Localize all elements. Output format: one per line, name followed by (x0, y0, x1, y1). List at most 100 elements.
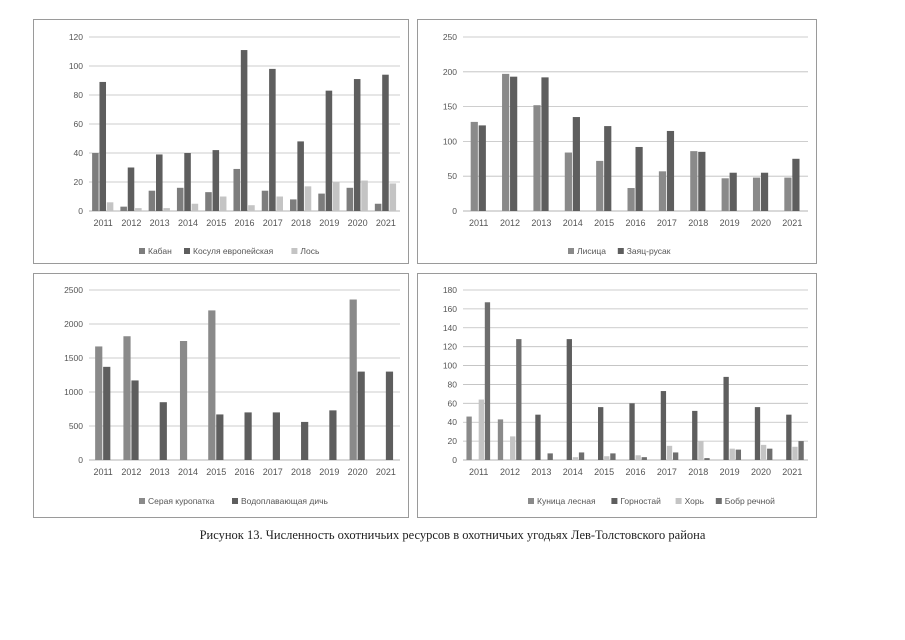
chart-panel-ungulates: 0 20 40 60 80 100 120 2011 2012 2013 2014 2015 2016 2… (33, 19, 409, 264)
bar (290, 199, 297, 211)
chart-panel-fox-hare: 0 50 100 150 200 250 2011 2012 2013 2014 2015 2016 2… (417, 19, 817, 264)
bar (704, 458, 710, 460)
y-tick-label: 180 (443, 285, 457, 295)
x-tick-label: 2017 (263, 218, 283, 228)
bar (272, 412, 280, 460)
y-tick-label: 60 (74, 119, 84, 129)
bar (382, 74, 389, 211)
bar (135, 208, 142, 211)
y-tick-label: 50 (448, 171, 458, 181)
y-tick-label: 20 (448, 436, 458, 446)
x-tick-label: 2015 (594, 218, 614, 228)
bar (208, 310, 216, 460)
y-tick-label: 100 (443, 361, 457, 371)
bar (658, 171, 667, 211)
bar (276, 196, 283, 211)
legend-swatch (184, 248, 190, 254)
bar (610, 453, 616, 460)
y-tick-label: 2000 (64, 319, 83, 329)
y-tick-label: 40 (448, 417, 458, 427)
bar (572, 457, 579, 460)
bar (767, 448, 773, 460)
x-tick-label: 2013 (531, 467, 551, 477)
bar (127, 167, 135, 211)
x-tick-label: 2012 (500, 218, 520, 228)
legend-label: Водоплавающая дичь (241, 496, 329, 506)
bar (729, 172, 737, 211)
bar (329, 410, 337, 460)
x-tick-label: 2014 (178, 218, 198, 228)
x-tick-label: 2014 (563, 467, 583, 477)
bar (596, 160, 604, 211)
bar (219, 196, 227, 211)
x-tick-label: 2016 (625, 218, 645, 228)
y-tick-label: 150 (443, 102, 457, 112)
bar (566, 339, 572, 460)
bar (690, 151, 698, 211)
bar (357, 371, 365, 460)
bar (184, 153, 191, 211)
bar (798, 441, 804, 460)
bar (297, 141, 304, 211)
bar (672, 452, 679, 460)
bar (535, 414, 541, 460)
legend-label: Косуля европейская (193, 246, 274, 256)
x-tick-label: 2011 (93, 218, 112, 228)
bar (502, 73, 510, 211)
bar (497, 419, 504, 460)
legend-label: Лисица (577, 246, 606, 256)
x-tick-label: 2018 (291, 467, 311, 477)
x-tick-label: 2015 (206, 467, 226, 477)
y-tick-label: 100 (69, 61, 83, 71)
y-tick-label: 250 (443, 32, 457, 42)
chart-svg: 0 500 1000 1500 2000 2500 2011 2012 2013 2014 2015… (64, 285, 400, 506)
bar (191, 203, 199, 211)
bar (629, 403, 635, 460)
chart-panel-birds: 0 500 1000 1500 2000 2500 2011 2012 2013 2014 2015… (33, 273, 409, 518)
bar (510, 436, 516, 460)
legend-label: Лось (300, 246, 320, 256)
bar (723, 376, 729, 460)
bar (244, 412, 252, 460)
bar (179, 341, 188, 460)
y-tick-label: 2500 (64, 285, 83, 295)
y-tick-label: 1000 (64, 387, 83, 397)
bar (346, 187, 354, 211)
x-tick-label: 2016 (234, 218, 254, 228)
bar (786, 414, 792, 460)
chart-svg: 0 50 100 150 200 250 2011 2012 2013 2014 2015 2016 2… (443, 32, 808, 256)
bar (240, 50, 248, 211)
x-tick-label: 2016 (625, 467, 645, 477)
bar (533, 105, 541, 211)
legend-swatch (617, 248, 624, 254)
x-tick-label: 2020 (348, 218, 368, 228)
bar (729, 448, 735, 460)
bar (163, 208, 170, 211)
bar (248, 205, 255, 211)
bar (332, 182, 340, 211)
bar (148, 190, 156, 211)
legend-swatch (139, 498, 145, 504)
bar (120, 206, 127, 211)
x-tick-label: 2019 (720, 218, 740, 228)
bar (131, 380, 139, 460)
bar (792, 446, 798, 460)
x-tick-label: 2017 (657, 467, 677, 477)
y-tick-label: 80 (448, 379, 458, 389)
bar (95, 346, 103, 460)
bar (353, 79, 361, 211)
y-tick-label: 140 (443, 323, 457, 333)
x-tick-label: 2013 (150, 218, 170, 228)
bar (635, 146, 643, 211)
legend-label: Серая куропатка (148, 496, 215, 506)
bar (349, 299, 357, 460)
x-tick-label: 2014 (563, 218, 583, 228)
legend-swatch (139, 248, 145, 254)
bar (760, 444, 767, 460)
legend-label: Заяц-русак (627, 246, 671, 256)
bar (735, 449, 742, 460)
y-tick-label: 120 (69, 32, 83, 42)
y-tick-label: 0 (452, 455, 457, 465)
bar (547, 453, 553, 460)
y-tick-label: 0 (78, 455, 83, 465)
